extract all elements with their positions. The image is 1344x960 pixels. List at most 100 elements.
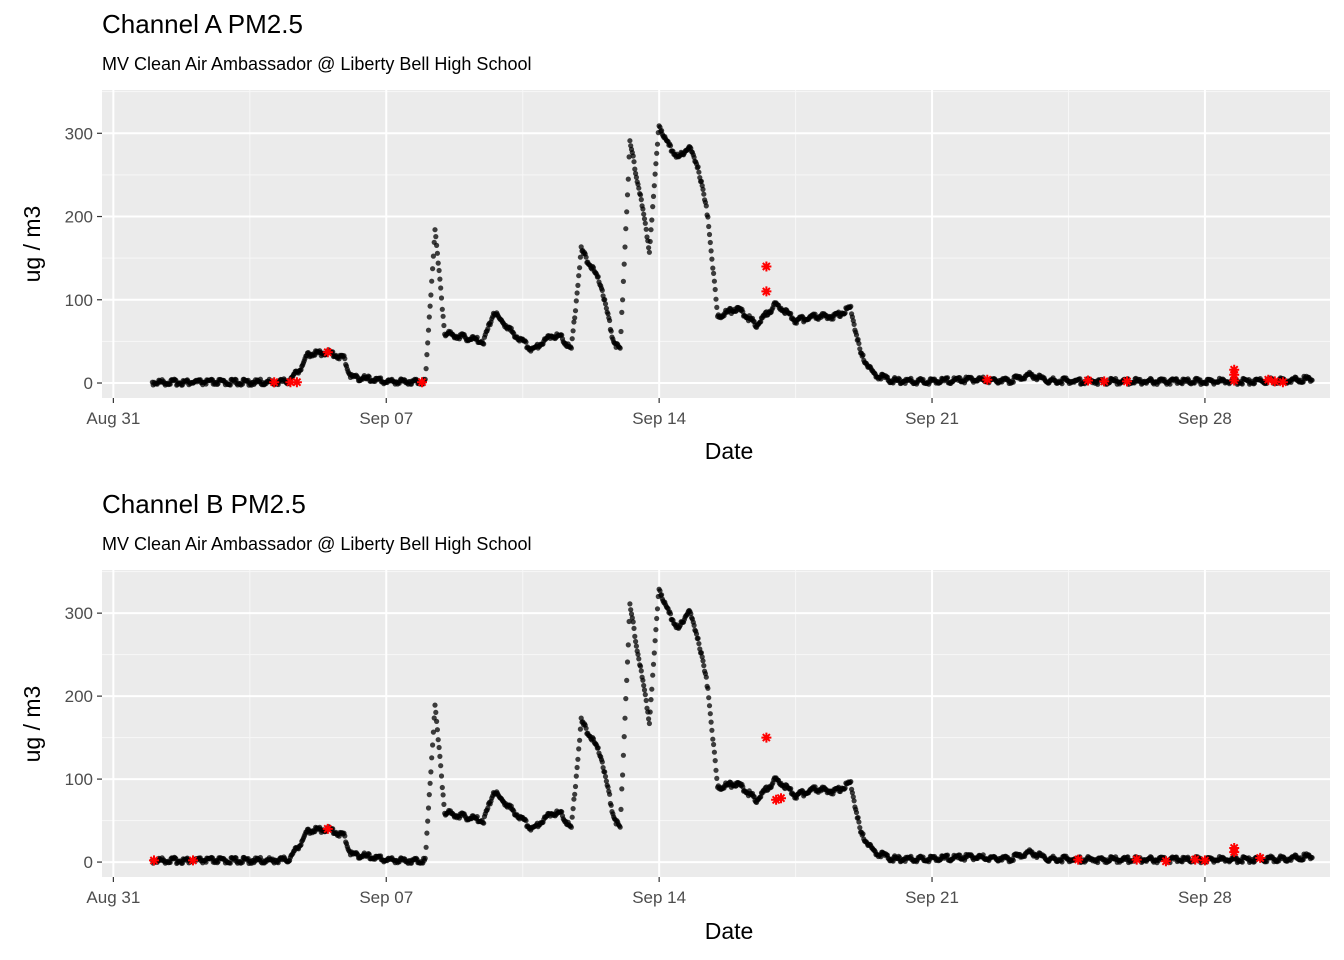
data-point bbox=[635, 181, 641, 187]
data-point bbox=[636, 656, 642, 662]
data-point bbox=[481, 341, 487, 347]
x-tick-label: Sep 07 bbox=[359, 409, 413, 428]
x-axis-title: Date bbox=[705, 918, 754, 944]
data-point bbox=[851, 798, 857, 804]
data-point bbox=[640, 677, 646, 683]
data-point bbox=[429, 278, 435, 284]
data-point bbox=[646, 720, 653, 727]
data-point bbox=[641, 211, 647, 217]
data-point bbox=[650, 193, 657, 199]
outlier-point bbox=[269, 377, 280, 388]
data-point bbox=[568, 345, 575, 351]
data-point bbox=[575, 756, 581, 762]
data-point bbox=[627, 138, 633, 144]
chart-a-title: Channel A PM2.5 bbox=[102, 9, 303, 39]
data-point bbox=[436, 744, 442, 751]
data-point bbox=[695, 164, 701, 170]
outlier-point bbox=[771, 794, 782, 805]
data-point bbox=[426, 792, 432, 798]
data-point bbox=[856, 819, 862, 825]
data-point bbox=[602, 301, 609, 307]
data-point bbox=[691, 154, 697, 160]
data-point bbox=[856, 340, 862, 347]
outlier-points bbox=[149, 732, 1266, 867]
data-point bbox=[643, 226, 649, 232]
plot-panel bbox=[102, 570, 1330, 877]
data-point bbox=[751, 794, 757, 800]
data-point bbox=[758, 319, 764, 325]
data-point bbox=[1204, 381, 1210, 387]
data-point bbox=[693, 631, 700, 637]
data-point bbox=[424, 352, 430, 358]
x-tick-label: Sep 28 bbox=[1178, 409, 1232, 428]
data-point bbox=[474, 814, 480, 820]
data-point bbox=[572, 308, 579, 314]
data-point bbox=[619, 786, 625, 792]
data-point bbox=[630, 619, 636, 625]
data-point bbox=[626, 154, 632, 160]
data-point bbox=[425, 327, 432, 333]
outlier-point bbox=[291, 377, 302, 388]
data-point bbox=[633, 170, 639, 177]
data-point bbox=[342, 833, 348, 839]
data-point bbox=[788, 786, 794, 792]
data-point bbox=[620, 278, 627, 284]
data-point bbox=[227, 382, 233, 388]
data-point bbox=[342, 356, 348, 362]
data-point bbox=[638, 197, 644, 203]
data-point bbox=[860, 831, 866, 837]
data-point bbox=[620, 752, 627, 758]
data-point bbox=[842, 785, 848, 791]
data-point bbox=[1309, 377, 1315, 383]
x-axis-title: Date bbox=[705, 438, 754, 464]
outlier-point bbox=[761, 286, 772, 297]
data-point bbox=[481, 820, 487, 826]
data-point bbox=[1309, 855, 1315, 861]
data-point bbox=[860, 352, 866, 358]
x-tick-label: Aug 31 bbox=[86, 409, 140, 428]
x-tick-label: Sep 21 bbox=[905, 409, 959, 428]
data-point bbox=[848, 779, 854, 785]
outlier-point bbox=[1263, 374, 1274, 385]
data-point bbox=[709, 727, 715, 733]
data-point bbox=[569, 336, 575, 342]
data-point bbox=[433, 234, 439, 240]
data-point bbox=[646, 245, 652, 251]
data-point bbox=[705, 685, 711, 691]
data-point bbox=[688, 611, 694, 617]
data-point bbox=[849, 790, 856, 796]
data-point bbox=[1239, 381, 1245, 387]
data-point bbox=[654, 141, 661, 147]
data-point bbox=[944, 375, 951, 381]
data-point bbox=[423, 844, 429, 850]
data-point bbox=[643, 697, 649, 704]
data-point bbox=[758, 794, 764, 800]
data-point bbox=[650, 672, 656, 678]
data-point bbox=[576, 746, 582, 752]
data-point bbox=[570, 806, 576, 812]
data-point bbox=[624, 659, 631, 665]
data-point bbox=[485, 326, 491, 332]
data-point bbox=[944, 852, 951, 858]
data-point bbox=[624, 192, 631, 198]
data-point bbox=[708, 719, 714, 725]
y-tick-label: 100 bbox=[65, 291, 93, 310]
data-point bbox=[633, 643, 640, 649]
data-point bbox=[603, 778, 610, 784]
data-point bbox=[648, 697, 654, 703]
data-point bbox=[572, 791, 578, 797]
data-point bbox=[647, 709, 653, 715]
data-point bbox=[711, 741, 717, 748]
outlier-point bbox=[1229, 375, 1240, 386]
outlier-point bbox=[1190, 854, 1201, 865]
data-point bbox=[426, 314, 432, 320]
data-point bbox=[696, 169, 702, 175]
data-point bbox=[440, 792, 446, 798]
data-point bbox=[602, 297, 608, 303]
data-point bbox=[691, 622, 697, 629]
outlier-point bbox=[761, 732, 772, 743]
data-point bbox=[605, 784, 611, 790]
data-point bbox=[635, 651, 641, 658]
chart-b-subtitle: MV Clean Air Ambassador @ Liberty Bell H… bbox=[102, 534, 532, 554]
data-point bbox=[422, 855, 428, 862]
